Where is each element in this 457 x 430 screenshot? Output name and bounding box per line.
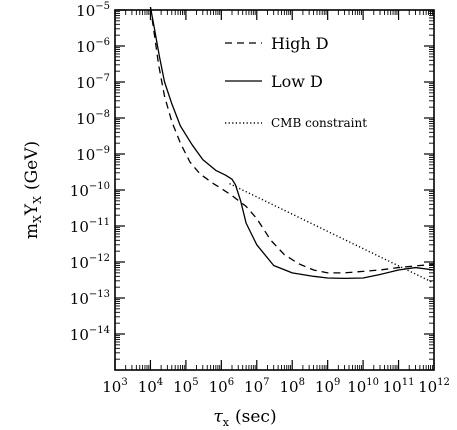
y-axis-label-subscript-1: X (31, 215, 44, 223)
x-tick-label: 106 (209, 377, 234, 396)
x-tick-labels: 103 104 105 106 107 108 109 1010 1011 1012 (102, 377, 450, 396)
legend-label-low-d: Low D (271, 72, 323, 91)
x-tick-base: 10 (244, 378, 263, 396)
x-tick-exponent: 12 (437, 377, 450, 388)
legend: High D Low D CMB constraint (225, 34, 367, 130)
y-axis-label-y: Y (22, 203, 42, 216)
y-tick-base: 10 (76, 146, 95, 164)
x-tick-base: 10 (102, 378, 121, 396)
x-tick-base: 10 (383, 378, 402, 396)
x-tick-label: 1010 (347, 377, 379, 396)
y-axis-label-subscript-2: X (31, 196, 44, 204)
x-axis-label-symbol: τ (213, 407, 223, 427)
y-tick-base: 10 (70, 254, 89, 272)
series-line-cmb-constraint (229, 183, 435, 284)
x-tick-label: 104 (138, 377, 163, 396)
x-tick-base: 10 (315, 378, 334, 396)
x-tick-label: 105 (173, 377, 198, 396)
major-ticks (114, 9, 435, 370)
y-tick-base: 10 (70, 290, 89, 308)
y-tick-exponent: −12 (89, 253, 110, 264)
y-tick-exponent: −8 (95, 109, 110, 120)
x-tick-exponent: 3 (121, 377, 127, 388)
y-tick-label: 10−14 (70, 325, 110, 344)
series-group (149, 7, 435, 284)
y-tick-exponent: −7 (95, 73, 110, 84)
y-tick-base: 10 (70, 182, 89, 200)
y-tick-exponent: −11 (89, 217, 110, 228)
y-tick-base: 10 (70, 326, 89, 344)
plot-frame (114, 9, 435, 371)
y-tick-label: 10−10 (70, 181, 110, 200)
x-tick-label: 1012 (418, 377, 450, 396)
y-axis-label-unit: (GeV) (22, 141, 42, 190)
y-tick-exponent: −9 (95, 145, 110, 156)
x-axis-label-subscript: x (223, 416, 230, 429)
y-tick-exponent: −10 (89, 181, 110, 192)
x-tick-base: 10 (173, 378, 192, 396)
series-line-low-d (149, 7, 435, 280)
x-tick-base: 10 (279, 378, 298, 396)
x-tick-exponent: 5 (192, 377, 198, 388)
x-tick-label: 103 (102, 377, 127, 396)
x-tick-exponent: 4 (157, 377, 163, 388)
y-tick-label: 10−8 (76, 109, 110, 128)
x-tick-exponent: 7 (263, 377, 269, 388)
x-tick-exponent: 10 (366, 377, 379, 388)
x-tick-exponent: 6 (228, 377, 234, 388)
legend-label-cmb-constraint: CMB constraint (271, 116, 367, 130)
x-axis-label-unit: (sec) (235, 407, 277, 427)
y-tick-base: 10 (70, 218, 89, 236)
y-tick-label: 10−7 (76, 73, 110, 92)
y-tick-base: 10 (76, 110, 95, 128)
y-axis-label-m: m (22, 223, 42, 239)
y-tick-base: 10 (76, 74, 95, 92)
x-tick-exponent: 8 (299, 377, 305, 388)
x-tick-label: 107 (244, 377, 269, 396)
y-tick-label: 10−12 (70, 253, 110, 272)
x-tick-exponent: 9 (334, 377, 340, 388)
x-tick-base: 10 (138, 378, 157, 396)
legend-label-high-d: High D (271, 34, 329, 53)
y-tick-exponent: −14 (89, 325, 110, 336)
x-tick-exponent: 11 (402, 377, 415, 388)
y-tick-base: 10 (76, 38, 95, 56)
x-tick-base: 10 (347, 378, 366, 396)
y-tick-label: 10−13 (70, 289, 110, 308)
y-tick-label: 10−9 (76, 145, 110, 164)
y-tick-labels: 10−1410−1310−1210−1110−1010−910−810−710−… (70, 1, 110, 344)
x-tick-base: 10 (418, 378, 437, 396)
y-tick-exponent: −5 (95, 1, 110, 12)
x-tick-label: 108 (279, 377, 304, 396)
y-tick-exponent: −6 (95, 37, 110, 48)
y-axis-label: mXYX(GeV) (22, 141, 44, 239)
y-tick-label: 10−5 (76, 1, 110, 20)
x-tick-label: 109 (315, 377, 340, 396)
x-axis-label: τx (sec) (213, 407, 276, 429)
minor-ticks (115, 10, 434, 370)
y-tick-base: 10 (76, 2, 95, 20)
y-tick-exponent: −13 (89, 289, 110, 300)
y-tick-label: 10−11 (70, 217, 110, 236)
y-tick-label: 10−6 (76, 37, 110, 56)
x-tick-label: 1011 (383, 377, 415, 396)
x-tick-base: 10 (209, 378, 228, 396)
series-line-high-d (149, 7, 435, 274)
